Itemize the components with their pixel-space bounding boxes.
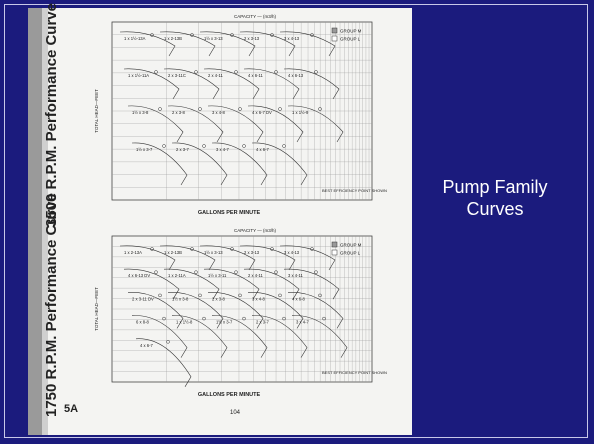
legend-label: GROUP L: [340, 37, 361, 42]
pump-label: 2 x 3-8: [172, 110, 185, 115]
pump-label: 2 x 3-13: [244, 36, 260, 41]
pump-label: 1 x 1½-9: [292, 110, 309, 115]
head-label: TOTAL HEAD—FEET: [94, 89, 99, 133]
pump-label: 3 x 4-13: [284, 36, 300, 41]
pump-label: 1½ x 3-8: [132, 110, 149, 115]
note: BEST EFFICIENCY POINT SHOWN: [322, 370, 387, 375]
figure-number: 5A: [64, 403, 78, 415]
slide: 3500 R.P.M. Performance Curve 1750 R.P.M…: [0, 0, 594, 444]
pump-label: 4 x 6-11: [248, 73, 263, 78]
pump-label: 2 x 4-11: [248, 273, 263, 278]
pump-label: 2 x 3-7: [176, 147, 189, 152]
pump-label: 1½ x 3-7: [136, 147, 153, 152]
x-label: GALLONS PER MINUTE: [198, 392, 261, 398]
pump-label: 4 x 6-7 DV: [252, 110, 272, 115]
head-label: TOTAL HEAD—FEET: [94, 287, 99, 331]
legend-swatch: [332, 250, 337, 255]
legend-swatch: [332, 242, 337, 247]
capacity-label: CAPACITY — (m3/h): [234, 14, 277, 19]
pump-label: 1 x 1½-11A: [128, 73, 149, 78]
pump-label: 2 x 3-11C: [168, 73, 186, 78]
pump-label: 3 x 4-8: [212, 110, 225, 115]
pump-label: 2 x 3-13: [244, 250, 260, 255]
pump-label: 6 x 8-8: [136, 320, 149, 325]
slide-title: Pump Family Curves: [420, 176, 570, 220]
pump-label: 1½ x 3-13: [204, 250, 223, 255]
pump-label: 2 x 3-11 DV: [132, 296, 154, 301]
pump-label: 1 x 2-13B: [164, 36, 182, 41]
note: BEST EFFICIENCY POINT SHOWN: [322, 188, 387, 193]
legend-label: GROUP L: [340, 251, 361, 256]
pump-label: 1½ x 3-7: [216, 320, 233, 325]
pump-label: 3 x 4-7: [296, 320, 309, 325]
x-label: GALLONS PER MINUTE: [198, 210, 261, 216]
pump-label: 1 x 2-13A: [124, 250, 142, 255]
pump-label: 2 x 3-8: [212, 296, 225, 301]
legend-label: GROUP M: [340, 29, 362, 34]
capacity-label: CAPACITY — (m3/h): [234, 228, 277, 233]
pump-label: 3 x 4-13: [284, 250, 300, 255]
legend-label: GROUP M: [340, 243, 362, 248]
scanned-page: 3500 R.P.M. Performance Curve 1750 R.P.M…: [0, 0, 594, 444]
pump-label: 3 x 4-8: [252, 296, 265, 301]
pump-label: 4 x 6-8: [292, 296, 305, 301]
binding-shadow: [28, 8, 42, 435]
pump-label: 4 x 6-13 DV: [128, 273, 150, 278]
pump-label: 1 x 2-13B: [164, 250, 182, 255]
legend-swatch: [332, 36, 337, 41]
pump-label: 1½ x 3-11: [208, 273, 227, 278]
bottom-chart-title: 1750 R.P.M. Performance Curve: [43, 193, 60, 417]
pump-label: 2 x 3-7: [256, 320, 269, 325]
pump-label: 4 x 6-13: [288, 73, 304, 78]
pump-label: 1 x 2-11A: [168, 273, 186, 278]
pump-label: 4 x 6-7: [256, 147, 269, 152]
pump-label: 4 x 6-7: [140, 343, 153, 348]
pump-label: 1 x 1½-8: [176, 320, 193, 325]
pump-label: 3 x 4-11: [288, 273, 303, 278]
pump-label: 3 x 4-7: [216, 147, 229, 152]
legend-swatch: [332, 28, 337, 33]
pump-label: 1½ x 3-13: [204, 36, 223, 41]
page-number: 104: [230, 410, 241, 416]
pump-label: 1 x 1½-13A: [124, 36, 146, 41]
pump-label: 2 x 4-11: [208, 73, 223, 78]
pump-label: 1½ x 3-8: [172, 296, 189, 301]
